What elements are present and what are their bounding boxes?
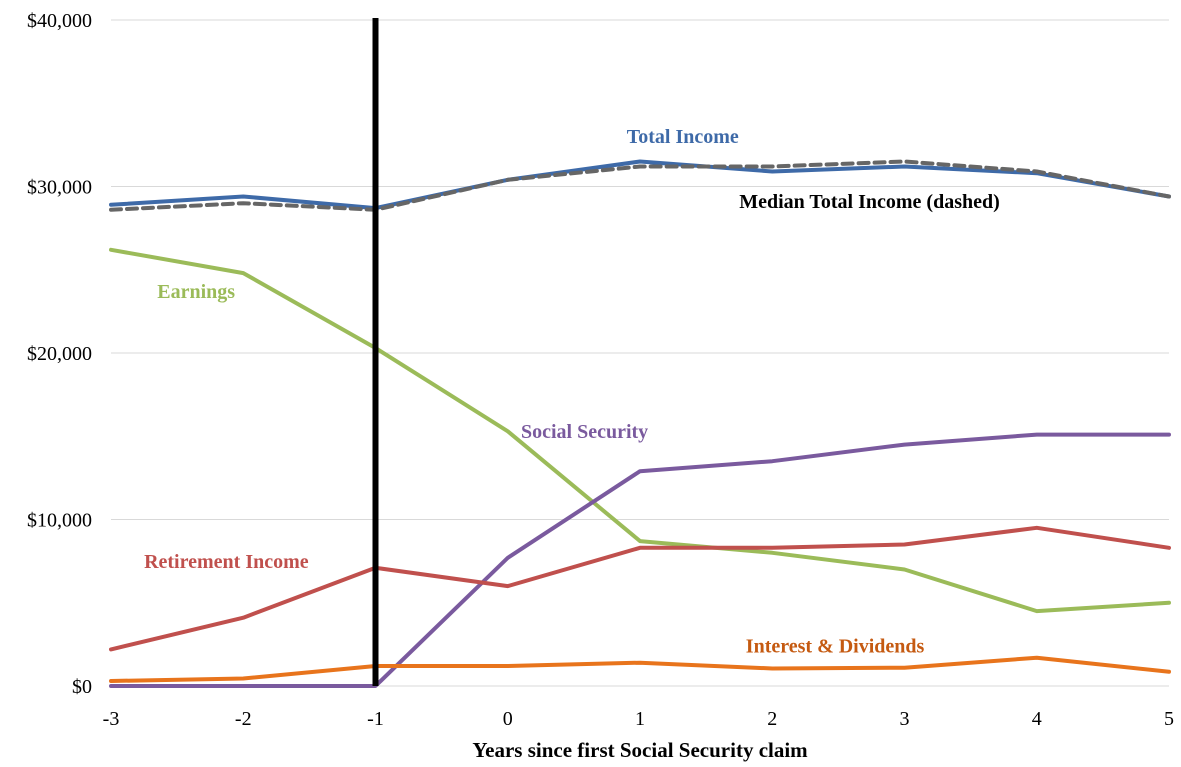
series-label-median-total-income-dashed: Median Total Income (dashed) <box>739 191 1000 213</box>
series-label-earnings: Earnings <box>157 281 235 303</box>
series-label-social-security: Social Security <box>521 421 648 443</box>
series-line-retirement-income <box>109 525 1171 652</box>
x-tick-label: 5 <box>1164 708 1174 730</box>
y-tick-label: $40,000 <box>27 10 92 32</box>
y-tick-label: $30,000 <box>27 177 92 199</box>
x-tick-label: -1 <box>367 708 384 730</box>
x-tick-label: 3 <box>900 708 910 730</box>
y-tick-label: $10,000 <box>27 510 92 532</box>
y-tick-label: $20,000 <box>27 343 92 365</box>
series-line-interest-dividends <box>109 655 1171 683</box>
series-line-median-total-income-dashed <box>109 159 1171 212</box>
x-tick-label: 0 <box>503 708 513 730</box>
gridlines <box>111 19 1169 520</box>
x-axis-ticks: -3 -2 -1 0 1 2 3 4 5 <box>103 708 1174 730</box>
series-label-interest-dividends: Interest & Dividends <box>746 636 925 658</box>
x-tick-label: -2 <box>235 708 252 730</box>
y-tick-label: $0 <box>72 676 92 698</box>
x-axis-title: Years since first Social Security claim <box>472 738 808 762</box>
series-line-earnings <box>109 247 1171 614</box>
series-lines <box>109 159 1171 688</box>
x-tick-label: 2 <box>767 708 777 730</box>
y-axis-ticks: $0 $10,000 $20,000 $30,000 $40,000 <box>27 10 92 698</box>
series-label-retirement-income: Retirement Income <box>144 551 309 573</box>
series-label-total-income: Total Income <box>627 126 739 148</box>
x-tick-label: 1 <box>635 708 645 730</box>
series-line-total-income <box>109 159 1171 211</box>
x-tick-label: -3 <box>103 708 120 730</box>
series-line-social-security <box>109 432 1171 688</box>
series-labels: Total Income Median Total Income (dashed)… <box>144 126 1000 657</box>
x-tick-label: 4 <box>1032 708 1042 730</box>
